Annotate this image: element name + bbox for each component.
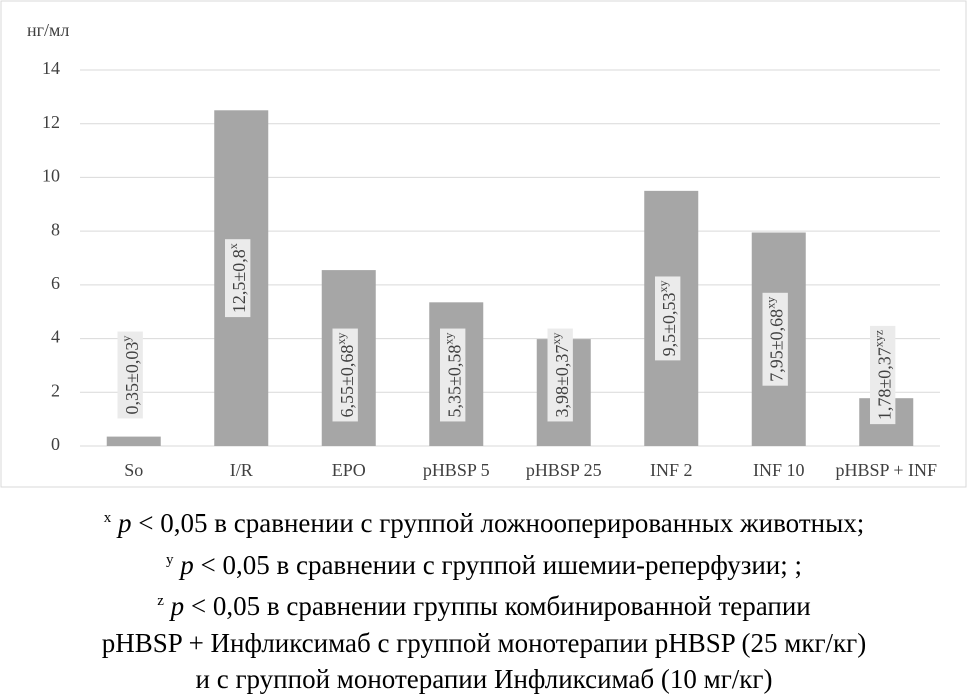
- value-label: 5,35±0,58xy: [440, 328, 466, 422]
- value-label-text: 5,35±0,58xy: [441, 333, 464, 418]
- y-tick-label: 4: [51, 327, 60, 347]
- chart-frame: [0, 0, 967, 488]
- y-tick-label: 14: [42, 58, 60, 78]
- value-label-bg: [762, 292, 788, 386]
- value-label-bg: [117, 331, 143, 419]
- value-label: 9,5±0,53xy: [655, 276, 681, 361]
- value-label: 12,5±0,8x: [225, 239, 251, 318]
- bar: [106, 436, 161, 446]
- y-tick-label: 0: [51, 434, 60, 454]
- value-label: 9,5±0,53: [659, 292, 679, 356]
- x-tick-label: So: [124, 460, 143, 480]
- value-label-text: 3,98±0,37xy: [549, 333, 572, 418]
- footnote-symbol: p: [180, 549, 194, 580]
- x-tick-label: INF 10: [753, 460, 805, 480]
- footnote: z p < 0,05 в сравнении группы комбиниров…: [0, 583, 968, 625]
- value-label-mark: xy: [441, 333, 455, 345]
- value-label: 1,78±0,37xyz: [870, 325, 896, 425]
- footnote: y p < 0,05 в сравнении с группой ишемии-…: [0, 542, 968, 584]
- footnote: pHBSP + Инфликсимаб с группой монотерапи…: [0, 625, 968, 662]
- value-label: 0,35±0,03: [122, 342, 142, 415]
- footnote-text: < 0,05 в сравнении группы комбинированно…: [190, 591, 811, 621]
- footnotes: x p < 0,05 в сравнении с группой ложнооп…: [0, 500, 968, 698]
- value-label: 5,35±0,58: [444, 345, 464, 418]
- x-tick-label: INF 2: [650, 460, 693, 480]
- value-label: 7,95±0,68: [767, 309, 787, 382]
- value-label: 3,98±0,37: [552, 345, 572, 418]
- footnote-mark: x: [103, 510, 112, 526]
- value-label: 12,5±0,8: [229, 249, 249, 313]
- value-label-text: 0,35±0,03y: [119, 336, 142, 415]
- footnote-text: и с группой монотерапии Инфликсимаб (10 …: [195, 664, 773, 694]
- chart: нг/мл 0 2 4 6 8 10 12 14 So 0,35±0,03y I/R 12,5±0,8…: [0, 0, 967, 488]
- footnote-text: < 0,05 в сравнении с группой ишемии-репе…: [200, 549, 803, 580]
- value-label-text: 9,5±0,53xy: [656, 280, 679, 356]
- x-tick-label: EPO: [332, 460, 366, 480]
- footnote-symbol: p: [170, 591, 185, 621]
- value-label-text: 12,5±0,8x: [226, 243, 249, 313]
- value-label-mark: xy: [764, 297, 778, 309]
- x-tick-label: pHBSP 5: [423, 460, 490, 480]
- value-label: 0,35±0,03y: [117, 331, 143, 419]
- value-label-mark: y: [119, 336, 133, 342]
- x-tick-label: I/R: [230, 460, 253, 480]
- y-tick-label: 2: [51, 380, 60, 400]
- value-label-text: 7,95±0,68xy: [764, 297, 787, 382]
- value-label-bg: [332, 328, 358, 422]
- footnote: x p < 0,05 в сравнении с группой ложнооп…: [0, 500, 968, 542]
- value-label-mark: x: [226, 243, 240, 249]
- value-label: 7,95±0,68xy: [762, 292, 788, 386]
- footnote-symbol: p: [118, 508, 132, 538]
- value-label-bg: [870, 325, 896, 425]
- value-label-bg: [225, 239, 251, 318]
- x-tick-label: pHBSP + INF: [835, 460, 937, 480]
- footnote: и с группой монотерапии Инфликсимаб (10 …: [0, 661, 968, 698]
- value-label-text: 6,55±0,68xy: [334, 333, 357, 418]
- value-label-bg: [655, 276, 681, 361]
- x-tick-label: pHBSP 25: [526, 460, 602, 480]
- value-label-mark: xyz: [871, 330, 885, 347]
- y-axis-label: нг/мл: [27, 20, 69, 40]
- value-label-bg: [547, 328, 573, 422]
- y-tick-label: 10: [42, 166, 60, 186]
- value-label-mark: xy: [549, 333, 563, 345]
- value-label-mark: xy: [656, 280, 670, 292]
- value-label: 6,55±0,68: [337, 345, 357, 418]
- footnote-mark: y: [165, 551, 174, 568]
- value-label: 1,78±0,37: [874, 347, 894, 420]
- value-label-bg: [440, 328, 466, 422]
- value-label-text: 1,78±0,37xyz: [871, 330, 894, 420]
- y-tick-label: 12: [42, 112, 60, 132]
- value-label: 6,55±0,68xy: [332, 328, 358, 422]
- footnote-mark: z: [157, 593, 164, 609]
- footnote-text: < 0,05 в сравнении с группой ложнооперир…: [138, 508, 865, 538]
- value-label-mark: xy: [334, 333, 348, 345]
- y-tick-label: 8: [51, 219, 60, 239]
- y-tick-label: 6: [51, 273, 60, 293]
- value-label: 3,98±0,37xy: [547, 328, 573, 422]
- footnote-text: pHBSP + Инфликсимаб с группой монотерапи…: [101, 627, 867, 658]
